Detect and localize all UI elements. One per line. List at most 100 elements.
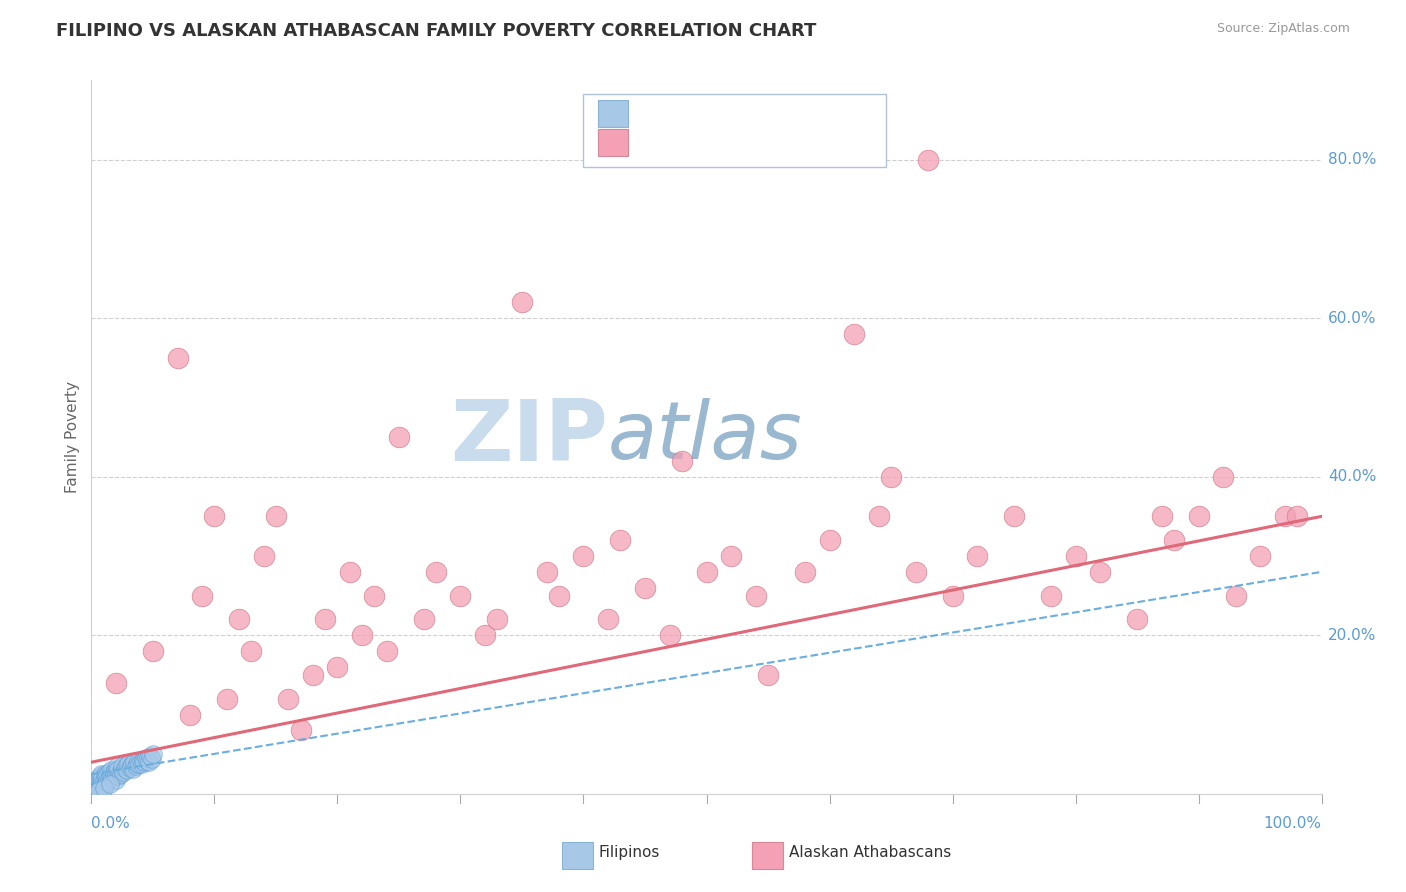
Y-axis label: Family Poverty: Family Poverty	[65, 381, 80, 493]
Text: Filipinos: Filipinos	[599, 846, 661, 860]
Point	[111, 759, 134, 773]
Point	[107, 769, 129, 783]
Point	[127, 754, 149, 768]
Point	[100, 767, 122, 781]
Point	[86, 777, 108, 791]
Point	[202, 509, 225, 524]
Point	[84, 779, 107, 793]
Point	[111, 763, 134, 777]
Text: R =  0.454   N = 61: R = 0.454 N = 61	[643, 129, 804, 147]
Point	[108, 764, 131, 779]
Point	[326, 660, 349, 674]
Point	[596, 612, 619, 626]
Point	[941, 589, 963, 603]
Point	[1249, 549, 1271, 563]
Point	[671, 454, 693, 468]
Point	[449, 589, 471, 603]
Point	[104, 763, 127, 777]
Point	[89, 769, 111, 783]
Text: atlas: atlas	[607, 398, 803, 476]
Point	[94, 771, 117, 785]
Point	[695, 565, 717, 579]
Point	[240, 644, 263, 658]
Point	[98, 777, 121, 791]
Point	[135, 754, 157, 768]
Point	[1088, 565, 1111, 579]
Point	[89, 779, 111, 793]
Text: 0.0%: 0.0%	[91, 816, 131, 831]
Point	[89, 775, 111, 789]
Point	[97, 764, 120, 779]
Point	[91, 775, 114, 789]
Point	[818, 533, 841, 548]
Point	[425, 565, 447, 579]
Point	[339, 565, 361, 579]
Point	[215, 691, 238, 706]
Text: 40.0%: 40.0%	[1327, 469, 1376, 484]
Point	[93, 772, 115, 787]
Text: Source: ZipAtlas.com: Source: ZipAtlas.com	[1216, 22, 1350, 36]
Point	[122, 762, 145, 776]
Point	[134, 755, 156, 769]
Point	[486, 612, 509, 626]
Point	[136, 751, 159, 765]
Point	[97, 771, 120, 785]
Point	[96, 769, 117, 783]
Point	[115, 763, 138, 777]
Point	[842, 326, 865, 341]
Point	[118, 761, 141, 775]
Point	[90, 767, 112, 781]
Point	[100, 763, 122, 777]
Point	[966, 549, 988, 563]
Point	[228, 612, 250, 626]
Point	[1163, 533, 1185, 548]
Point	[124, 755, 146, 769]
Text: ZIP: ZIP	[450, 395, 607, 479]
Point	[166, 351, 188, 365]
Point	[179, 707, 201, 722]
Point	[264, 509, 287, 524]
Point	[634, 581, 657, 595]
Point	[120, 759, 142, 773]
Text: FILIPINO VS ALASKAN ATHABASCAN FAMILY POVERTY CORRELATION CHART: FILIPINO VS ALASKAN ATHABASCAN FAMILY PO…	[56, 22, 817, 40]
Point	[101, 771, 124, 785]
Point	[536, 565, 558, 579]
Point	[131, 756, 153, 771]
Point	[1225, 589, 1247, 603]
Point	[301, 668, 323, 682]
Point	[98, 775, 121, 789]
Point	[128, 756, 150, 771]
Text: 60.0%: 60.0%	[1327, 310, 1376, 326]
Point	[117, 756, 139, 771]
Point	[84, 775, 107, 789]
Text: R =  0.148   N = 74: R = 0.148 N = 74	[643, 100, 804, 118]
Point	[1126, 612, 1149, 626]
Point	[352, 628, 374, 642]
Point	[114, 759, 138, 773]
Point	[1002, 509, 1025, 524]
Point	[103, 767, 125, 781]
Point	[609, 533, 631, 548]
Point	[93, 779, 115, 793]
Point	[1150, 509, 1173, 524]
Point	[90, 777, 112, 791]
Point	[412, 612, 434, 626]
Point	[110, 767, 132, 781]
Point	[105, 759, 128, 773]
Point	[96, 772, 118, 787]
Point	[880, 469, 903, 483]
Point	[363, 589, 385, 603]
Point	[105, 763, 128, 777]
Text: Alaskan Athabascans: Alaskan Athabascans	[789, 846, 950, 860]
Point	[107, 762, 129, 776]
Point	[121, 756, 143, 771]
Point	[793, 565, 815, 579]
Point	[745, 589, 768, 603]
Point	[474, 628, 496, 642]
Point	[904, 565, 927, 579]
Point	[114, 762, 136, 776]
Point	[83, 783, 105, 797]
Point	[253, 549, 276, 563]
Point	[547, 589, 569, 603]
Point	[87, 781, 110, 796]
